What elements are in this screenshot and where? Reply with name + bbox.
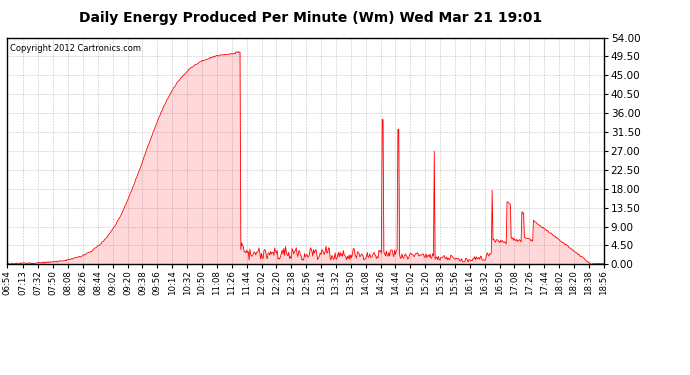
Text: Copyright 2012 Cartronics.com: Copyright 2012 Cartronics.com: [10, 44, 141, 53]
Text: Daily Energy Produced Per Minute (Wm) Wed Mar 21 19:01: Daily Energy Produced Per Minute (Wm) We…: [79, 11, 542, 25]
